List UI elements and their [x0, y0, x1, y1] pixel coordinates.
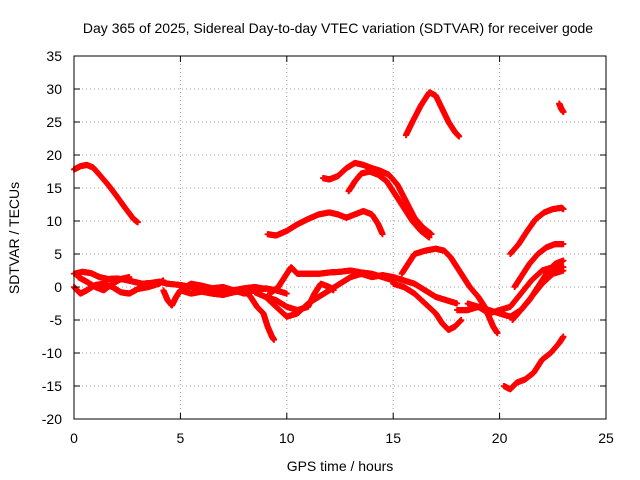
- series-arc-15: [402, 89, 463, 140]
- series-arc-14: [390, 280, 465, 333]
- data-point: [330, 287, 337, 294]
- data-point: [494, 330, 501, 337]
- series-arc-18: [500, 333, 567, 393]
- chart-title: Day 365 of 2025, Sidereal Day-to-day VTE…: [83, 20, 593, 36]
- data-point: [379, 231, 386, 238]
- series-arc-9: [262, 280, 337, 314]
- grid: [74, 56, 606, 419]
- data-points: [71, 89, 567, 393]
- data-point: [126, 274, 133, 281]
- series-arc-1: [71, 161, 141, 226]
- data-point: [160, 277, 167, 284]
- data-point: [134, 219, 141, 226]
- data-point: [458, 317, 465, 323]
- series-arc-10: [264, 208, 386, 239]
- series-arc-6: [177, 287, 278, 343]
- series-arc-12: [345, 168, 433, 241]
- series-arc-19: [507, 204, 567, 257]
- series-arc-17: [464, 267, 567, 320]
- data-point: [283, 290, 290, 297]
- data-point: [271, 336, 278, 343]
- data-point: [426, 234, 433, 241]
- series-arc-8: [266, 264, 397, 297]
- data-point: [454, 300, 461, 307]
- series-arc-4: [75, 274, 133, 294]
